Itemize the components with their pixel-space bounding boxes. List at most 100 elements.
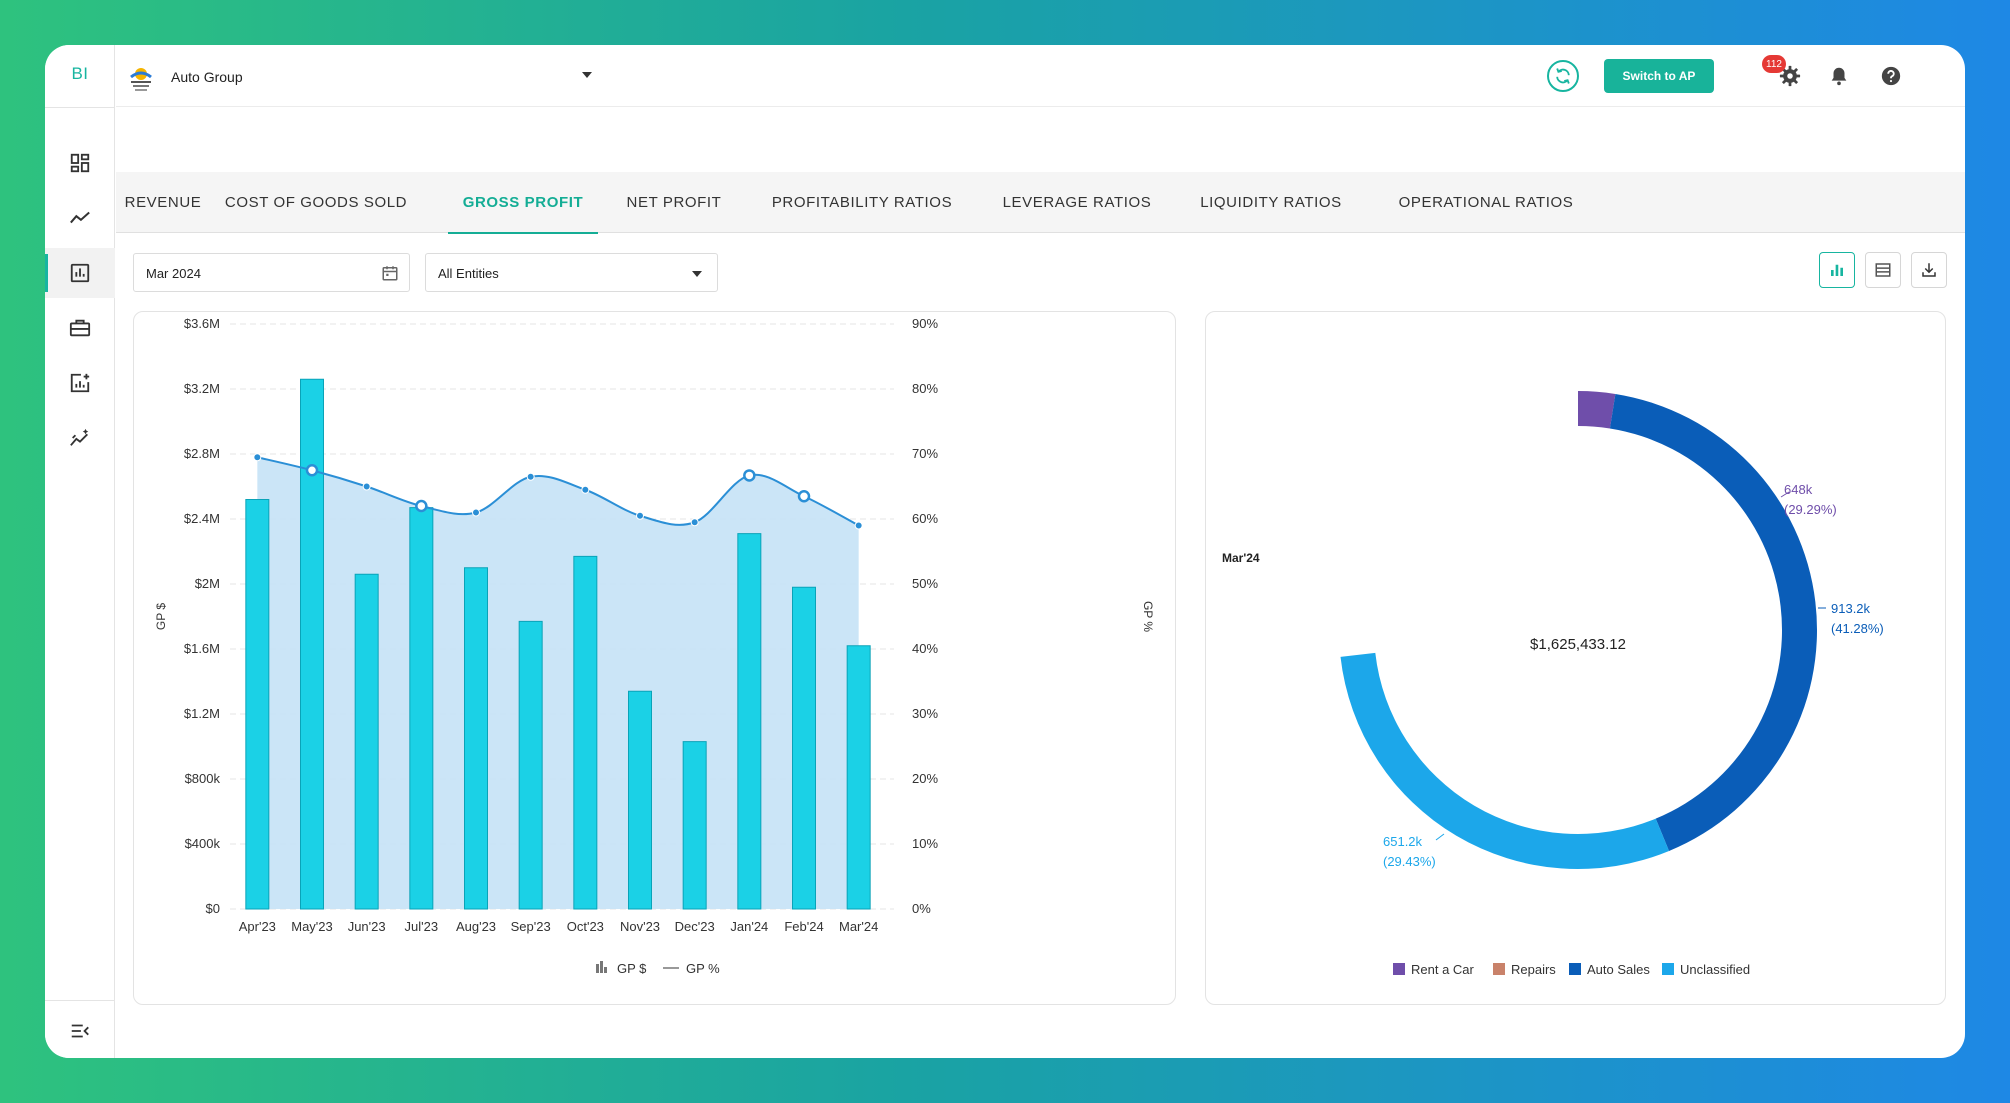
gp-bar (354, 573, 379, 910)
y2-tick-label: 20% (912, 771, 938, 786)
callout-value-rent-a-car: 648k (1784, 482, 1813, 497)
company-logo[interactable] (127, 65, 155, 93)
chart-legend: GP $ GP % (596, 961, 720, 976)
bar-chart-icon (1831, 264, 1843, 276)
date-value: Mar 2024 (146, 266, 201, 281)
y-tick-label: $1.6M (184, 641, 220, 656)
switch-to-ap-button[interactable]: Switch to AP (1604, 59, 1714, 93)
notification-count-badge: 112 (1762, 55, 1786, 73)
legend-bar-swatch (604, 967, 607, 973)
gp-bar (737, 533, 762, 910)
sidebar-divider-bottom (45, 1000, 115, 1001)
donut-period-label: Mar'24 (1222, 551, 1260, 565)
date-picker[interactable]: Mar 2024 (133, 253, 410, 292)
gp-percent-point (690, 518, 699, 527)
table-icon (1875, 263, 1891, 277)
briefcase-icon (69, 319, 91, 337)
y-tick-label: $3.2M (184, 381, 220, 396)
help-button[interactable] (1877, 62, 1905, 90)
gp-percent-points (253, 453, 863, 530)
x-tick-label: Oct'23 (567, 919, 604, 934)
y-tick-label: $2M (195, 576, 220, 591)
gp-bar (245, 499, 270, 910)
gp-percent-area (257, 457, 859, 909)
gp-percent-point (472, 508, 480, 517)
sync-button[interactable] (1547, 60, 1579, 92)
gross-profit-trend-card: $0 $400k $800k $1.2M $1.6M $2M $2.4M $2.8M $3.2M… (133, 311, 1176, 1005)
gp-bar (846, 645, 871, 910)
collapse-sidebar-button[interactable] (45, 1016, 115, 1046)
bell-icon (1831, 67, 1847, 86)
gp-percent-point (854, 521, 863, 530)
y-axis-title: GP $ (154, 603, 168, 630)
legend-label-gp-percent: GP % (686, 961, 720, 976)
tab-gross-profit[interactable]: GROSS PROFIT (448, 172, 598, 234)
gear-icon (1779, 65, 1801, 87)
sidebar-item-insights[interactable] (45, 413, 115, 463)
notifications-button[interactable] (1825, 62, 1853, 90)
callout-value-unclassified: 651.2k (1383, 834, 1423, 849)
donut-center-total: $1,625,433.12 (1530, 636, 1626, 653)
callout-value-auto-sales: 913.2k (1831, 601, 1871, 616)
chart-view-button[interactable] (1819, 252, 1855, 288)
top-header: Auto Group Switch to AP (116, 45, 1965, 107)
gp-percent-point (362, 482, 371, 491)
legend-label: Unclassified (1680, 962, 1750, 977)
y-tick-label: $2.4M (184, 511, 220, 526)
settings-button[interactable] (1776, 62, 1804, 90)
donut-labels: Mar'24 $1,625,433.12 648k (29.29%) 913.2k (41… (1222, 482, 1884, 869)
legend-bar-swatch (596, 964, 599, 973)
bi-logo[interactable]: BI (71, 64, 89, 83)
sidebar-item-add-report[interactable] (45, 358, 115, 408)
gp-bar (300, 378, 324, 910)
y-tick-label: $400k (185, 836, 221, 851)
tab-leverage-ratios[interactable]: LEVERAGE RATIOS (1002, 194, 1152, 211)
donut-legend: Rent a Car Repairs Auto Sales Unclassified (1393, 962, 1750, 977)
tab-liquidity-ratios[interactable]: LIQUIDITY RATIOS (1200, 194, 1342, 211)
report-tabs: REVENUE COST OF GOODS SOLD GROSS PROFIT … (116, 172, 1965, 234)
tab-profitability-ratios[interactable]: PROFITABILITY RATIOS (771, 194, 953, 211)
company-dropdown-caret[interactable] (582, 72, 592, 78)
y2-tick-label: 90% (912, 316, 938, 331)
chevron-down-icon (692, 271, 702, 277)
chart-axis-labels: $0 $400k $800k $1.2M $1.6M $2M $2.4M $2.8M $3.2M… (154, 316, 1155, 934)
sidebar-item-reports[interactable] (45, 248, 115, 298)
tab-net-profit[interactable]: NET PROFIT (626, 194, 722, 211)
callout-pct-unclassified: (29.43%) (1383, 854, 1436, 869)
x-tick-label: Sep'23 (511, 919, 551, 934)
download-icon (1922, 263, 1936, 277)
sidebar-item-dashboard[interactable] (45, 138, 115, 188)
gp-percent-point-highlight (797, 490, 811, 503)
legend-swatch (1569, 963, 1581, 975)
x-tick-label: Feb'24 (784, 919, 823, 934)
sidebar-item-trends[interactable] (45, 193, 115, 243)
gp-percent-point-highlight (415, 499, 428, 513)
y-tick-label: $2.8M (184, 446, 220, 461)
table-view-button[interactable] (1865, 252, 1901, 288)
callout-pct-rent-a-car: (29.29%) (1784, 502, 1837, 517)
tab-revenue[interactable]: REVENUE (124, 194, 202, 211)
download-button[interactable] (1911, 252, 1947, 288)
sidebar-item-portfolio[interactable] (45, 303, 115, 353)
x-tick-label: Mar'24 (839, 919, 878, 934)
help-icon (1881, 66, 1901, 86)
gross-profit-breakdown-card: Mar'24 $1,625,433.12 648k (29.29%) 913.2k (41… (1205, 311, 1946, 1005)
y-tick-label: $800k (185, 771, 221, 786)
tab-cost-of-goods-sold[interactable]: COST OF GOODS SOLD (224, 194, 408, 211)
company-name[interactable]: Auto Group (171, 69, 243, 85)
tab-operational-ratios[interactable]: OPERATIONAL RATIOS (1398, 194, 1574, 211)
callout-pct-auto-sales: (41.28%) (1831, 621, 1884, 636)
trend-line-icon (70, 211, 90, 224)
y2-tick-label: 30% (912, 706, 938, 721)
gp-percent-point (526, 472, 535, 481)
sidebar: BI (45, 45, 115, 1058)
y2-tick-label: 70% (912, 446, 938, 461)
x-tick-label: Apr'23 (239, 919, 276, 934)
donut-slices (1340, 391, 1817, 869)
gp-percent-point (253, 453, 262, 462)
legend-swatch (1493, 963, 1505, 975)
entity-select[interactable]: All Entities (425, 253, 718, 292)
gp-bar (409, 507, 434, 910)
calendar-icon[interactable] (381, 264, 399, 282)
legend-bar-swatch (600, 961, 603, 973)
